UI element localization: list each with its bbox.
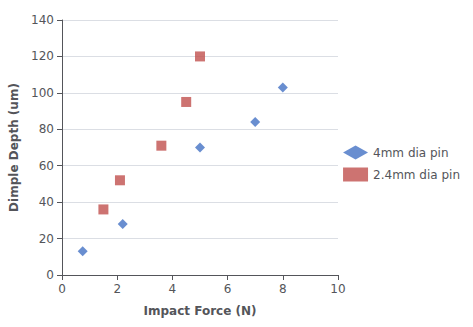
- svg-text:2.4mm dia pin: 2.4mm dia pin: [373, 168, 460, 182]
- svg-text:6: 6: [224, 282, 232, 296]
- svg-text:140: 140: [31, 13, 54, 27]
- svg-text:0: 0: [46, 268, 54, 282]
- svg-text:120: 120: [31, 49, 54, 63]
- svg-text:Impact Force (N): Impact Force (N): [144, 304, 257, 318]
- svg-text:4: 4: [169, 282, 177, 296]
- svg-text:4mm dia pin: 4mm dia pin: [373, 146, 449, 160]
- svg-text:100: 100: [31, 86, 54, 100]
- svg-text:60: 60: [39, 159, 54, 173]
- svg-text:Dimple Depth (um): Dimple Depth (um): [7, 83, 21, 212]
- svg-text:0: 0: [58, 282, 66, 296]
- svg-text:20: 20: [39, 232, 54, 246]
- svg-text:8: 8: [279, 282, 287, 296]
- svg-text:2: 2: [113, 282, 121, 296]
- svg-text:80: 80: [39, 122, 54, 136]
- svg-text:40: 40: [39, 195, 54, 209]
- svg-text:10: 10: [330, 282, 345, 296]
